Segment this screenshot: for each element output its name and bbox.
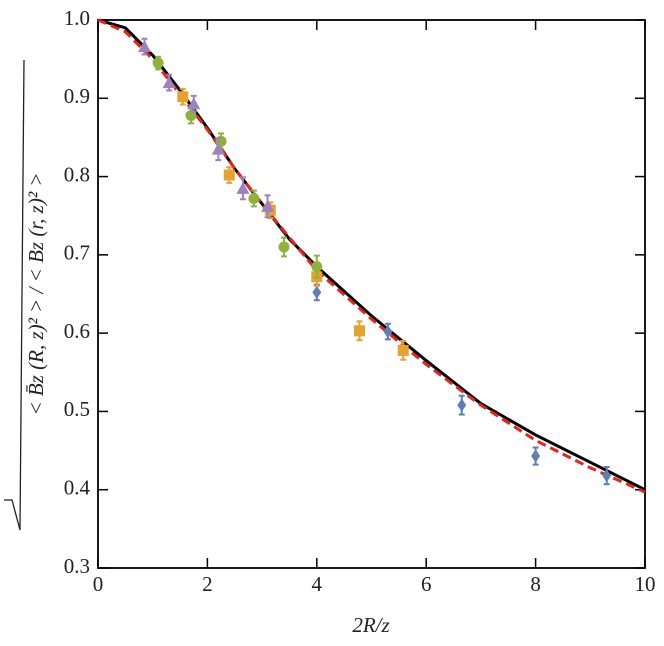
y-tick-label: 0.7	[64, 241, 90, 265]
curve	[97, 18, 646, 494]
marker	[223, 169, 235, 181]
marker	[311, 261, 323, 273]
plot-frame	[97, 19, 646, 569]
y-axis-label-group: < B̄z (R, z)² > / < Bz (r, z)² >	[4, 59, 48, 531]
y-tick-label: 0.6	[64, 319, 90, 343]
marker	[312, 285, 322, 299]
marker	[457, 398, 467, 412]
marker	[278, 241, 290, 253]
x-axis-label: 2R/z	[352, 613, 389, 637]
y-tick-label: 0.5	[64, 397, 90, 421]
marker	[185, 110, 197, 122]
curve	[97, 18, 646, 492]
x-tick-label: 2	[202, 572, 213, 596]
marker	[353, 325, 365, 337]
y-axis-label: < B̄z (R, z)² > / < Bz (r, z)² >	[24, 172, 48, 415]
marker	[236, 181, 250, 194]
x-tick-label: 6	[421, 572, 432, 596]
marker	[162, 76, 176, 89]
x-tick-label: 8	[530, 572, 541, 596]
marker	[177, 91, 189, 103]
y-tick-label: 0.8	[64, 162, 90, 186]
marker	[211, 142, 225, 155]
marker	[152, 57, 164, 69]
x-tick-label: 0	[93, 572, 104, 596]
y-tick-label: 1.0	[64, 6, 90, 30]
sqrt-sign	[4, 59, 25, 531]
marker	[531, 449, 541, 463]
marker	[187, 97, 201, 110]
marker	[137, 40, 151, 53]
marker	[248, 192, 260, 204]
x-tick-label: 10	[635, 572, 656, 596]
marker	[397, 344, 409, 356]
y-tick-label: 0.9	[64, 84, 90, 108]
y-tick-label: 0.3	[64, 554, 90, 578]
marker	[261, 199, 275, 212]
x-tick-label: 4	[312, 572, 323, 596]
marker	[383, 325, 393, 339]
marker	[602, 469, 612, 483]
y-tick-label: 0.4	[64, 476, 91, 500]
